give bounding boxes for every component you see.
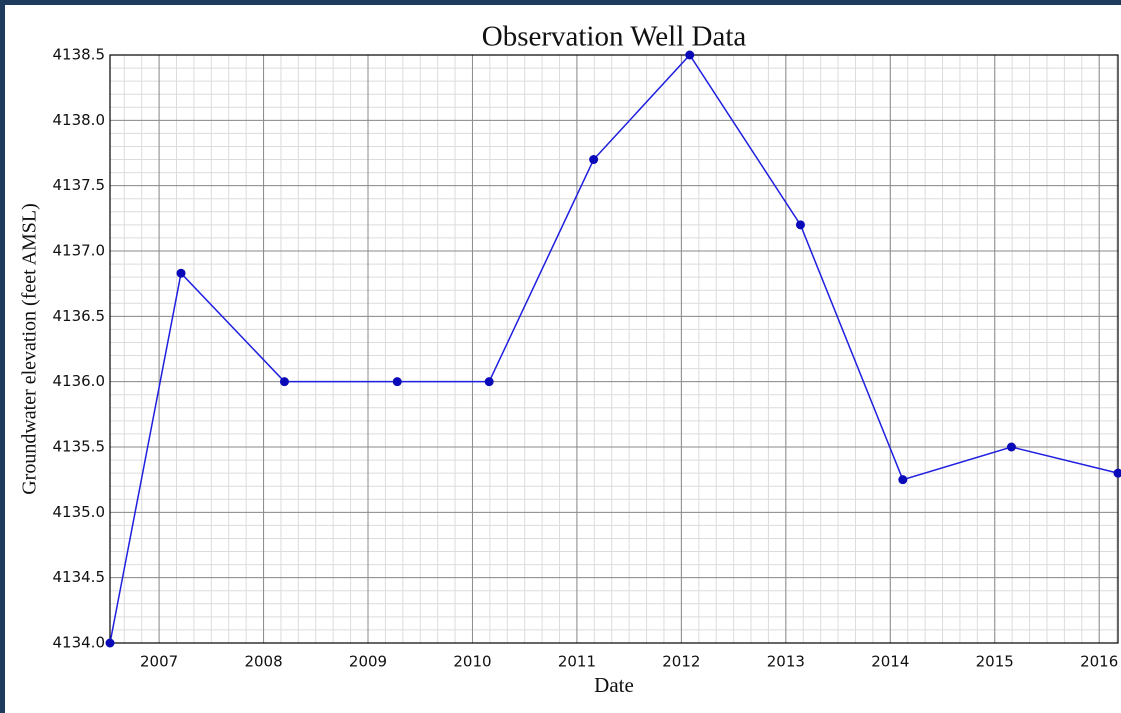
plot-frame xyxy=(109,54,1119,644)
x-tick-label: 2012 xyxy=(662,653,700,671)
data-point xyxy=(685,50,695,60)
x-tick-label: 2010 xyxy=(453,653,491,671)
y-tick-label: 4135.0 xyxy=(53,503,106,521)
data-point xyxy=(105,638,115,648)
frame-left xyxy=(0,0,5,713)
chart-title: Observation Well Data xyxy=(482,21,747,53)
y-tick-label: 4136.5 xyxy=(53,307,106,325)
y-tick-label: 4136.0 xyxy=(53,372,106,390)
data-point xyxy=(484,377,494,387)
data-point xyxy=(589,155,599,165)
data-point xyxy=(279,377,289,387)
data-point xyxy=(176,268,186,278)
y-tick-label: 4138.5 xyxy=(53,46,106,64)
y-tick-label: 4138.0 xyxy=(53,111,106,129)
x-tick-label: 2009 xyxy=(349,653,387,671)
x-tick-label: 2015 xyxy=(976,653,1014,671)
data-point xyxy=(1113,468,1121,478)
data-point xyxy=(1006,442,1016,452)
y-axis-label: Groundwater elevation (feet AMSL) xyxy=(19,203,41,495)
x-axis-label: Date xyxy=(594,673,634,697)
y-tick-label: 4137.0 xyxy=(53,242,106,260)
data-point xyxy=(392,377,402,387)
data-point xyxy=(898,475,908,485)
x-tick-label: 2008 xyxy=(244,653,282,671)
y-tick-label: 4135.5 xyxy=(53,438,106,456)
x-tick-label: 2013 xyxy=(767,653,805,671)
data-point xyxy=(795,220,805,230)
x-tick-label: 2016 xyxy=(1080,653,1118,671)
x-tick-label: 2011 xyxy=(558,653,596,671)
y-tick-label: 4134.0 xyxy=(53,634,106,652)
y-tick-label: 4134.5 xyxy=(53,568,106,586)
x-tick-label: 2014 xyxy=(871,653,909,671)
x-tick-label: 2007 xyxy=(140,653,178,671)
frame-top xyxy=(0,0,1121,5)
y-tick-label: 4137.5 xyxy=(53,176,106,194)
